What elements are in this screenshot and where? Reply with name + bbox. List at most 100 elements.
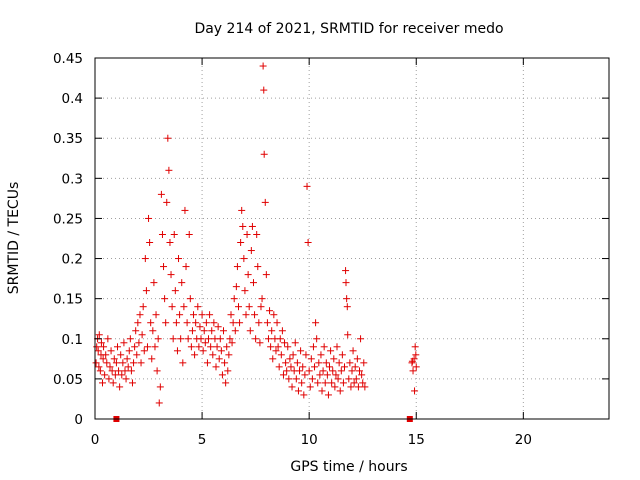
y-tick-label: 0.4 [62,91,83,107]
data-point [324,391,332,399]
data-point [180,303,188,311]
data-point [115,367,123,375]
data-point [345,375,353,383]
data-point [131,343,139,351]
data-point [234,303,242,311]
data-point [299,363,307,371]
data-point [96,367,104,375]
data-point [119,359,127,367]
data-point [231,327,239,335]
data-point [291,339,299,347]
data-point [277,351,285,359]
data-point [214,323,222,331]
data-point [335,359,343,367]
data-point [251,311,259,319]
data-point [116,383,124,391]
data-point [162,319,170,327]
data-point [102,351,110,359]
x-tick-label: 10 [301,432,318,448]
data-point [333,343,341,351]
data-point [308,375,316,383]
data-point [207,343,215,351]
data-point [246,327,254,335]
data-point [331,383,339,391]
data-point [272,347,280,355]
data-point [257,303,265,311]
data-point [157,190,165,198]
data-point [300,391,308,399]
data-point [297,347,305,355]
data-point [124,363,132,371]
data-point [188,327,196,335]
data-point [210,319,218,327]
data-point [261,198,269,206]
data-point [221,359,229,367]
x-tick-label: 0 [91,432,100,448]
data-point [165,166,173,174]
data-point [123,355,131,363]
data-point [110,355,118,363]
data-point [218,371,226,379]
data-point [348,367,356,375]
data-point [305,367,313,375]
data-point [173,347,181,355]
data-point [411,343,419,351]
data-point [288,383,296,391]
data-point [249,279,257,287]
data-point [267,343,275,351]
data-point [153,367,161,375]
data-point [353,355,361,363]
data-point [152,311,160,319]
data-point [195,343,203,351]
data-point [178,279,186,287]
data-point [187,343,195,351]
data-point [334,375,342,383]
data-point [347,383,355,391]
data-point [315,359,323,367]
data-point [339,379,347,387]
data-point [278,327,286,335]
data-point [194,303,202,311]
data-point [266,307,274,315]
data-point [113,343,121,351]
data-point [354,383,362,391]
data-point [284,343,292,351]
data-point [330,355,338,363]
data-point [245,303,253,311]
data-point [197,335,205,343]
grid [95,58,609,419]
data-point [209,351,217,359]
data-point [186,295,194,303]
data-point [108,367,116,375]
data-point [409,367,417,375]
data-point [99,355,107,363]
x-axis-label: GPS time / hours [290,459,407,475]
data-point [279,371,287,379]
data-point [146,239,154,247]
x-tick-label: 20 [515,432,532,448]
data-point [263,319,271,327]
data-point [343,303,351,311]
data-point [275,363,283,371]
data-point [185,230,193,238]
data-point [199,347,207,355]
data-point [97,339,105,347]
data-point [248,222,256,230]
data-point [230,295,238,303]
chart-title: Day 214 of 2021, SRMTID for receiver med… [194,21,503,37]
data-point [148,355,156,363]
data-point [136,311,144,319]
data-point [105,375,113,383]
plot-frame [94,57,610,420]
data-point [412,363,420,371]
data-point [326,363,334,371]
data-point [302,351,310,359]
data-point [92,359,100,367]
data-point [202,319,210,327]
data-point [132,327,140,335]
data-point [192,319,200,327]
data-point [200,327,208,335]
y-tick-label: 0.2 [62,252,83,268]
data-point [293,359,301,367]
